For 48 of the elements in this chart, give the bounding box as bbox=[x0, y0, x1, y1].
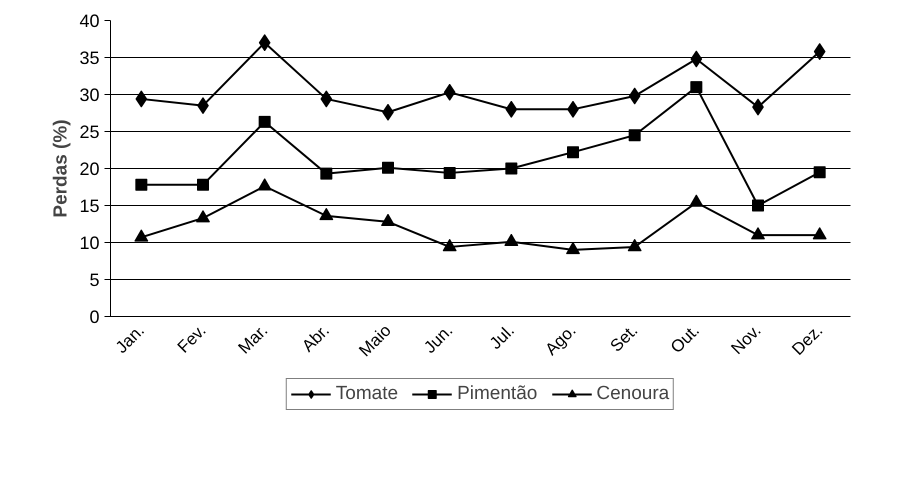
point bbox=[320, 168, 332, 180]
y-tick-label: 25 bbox=[79, 122, 100, 142]
point bbox=[319, 208, 334, 220]
point bbox=[567, 146, 579, 158]
point bbox=[628, 129, 641, 142]
point bbox=[258, 178, 272, 191]
point bbox=[505, 162, 518, 174]
point bbox=[381, 214, 395, 226]
y-tick-label: 35 bbox=[79, 48, 100, 68]
legend-label: Cenoura bbox=[596, 383, 670, 405]
x-tick-label: Abr. bbox=[298, 320, 334, 356]
x-tick-label: Ago. bbox=[542, 320, 580, 359]
point bbox=[689, 194, 704, 207]
y-tick-label: 10 bbox=[79, 233, 100, 253]
point bbox=[566, 242, 580, 254]
y-tick-label: 0 bbox=[89, 307, 100, 327]
legend-label: Pimentão bbox=[457, 383, 538, 405]
point bbox=[444, 166, 456, 179]
point bbox=[134, 229, 148, 242]
y-tick-label: 5 bbox=[89, 270, 100, 290]
point bbox=[135, 178, 148, 191]
x-tick-label: Set. bbox=[606, 320, 642, 356]
point bbox=[752, 200, 764, 212]
point bbox=[258, 116, 271, 128]
point bbox=[690, 81, 702, 94]
y-tick-label: 20 bbox=[79, 159, 100, 179]
y-axis-title: Perdas (%) bbox=[50, 119, 72, 218]
x-tick-label: Fev. bbox=[174, 320, 210, 357]
x-tick-label: Nov. bbox=[727, 320, 765, 358]
point bbox=[814, 166, 826, 178]
x-tick-label: Out. bbox=[666, 320, 704, 357]
point bbox=[442, 238, 457, 252]
point bbox=[504, 234, 518, 246]
y-tick-label: 30 bbox=[79, 85, 100, 105]
x-tick-label: Jan. bbox=[112, 320, 148, 357]
point bbox=[197, 178, 209, 191]
point bbox=[382, 162, 394, 174]
y-tick-label: 40 bbox=[79, 11, 100, 31]
point bbox=[196, 210, 210, 222]
x-tick-label: Jun. bbox=[420, 320, 456, 357]
x-tick-label: Jul. bbox=[486, 320, 518, 353]
y-tick-label: 15 bbox=[79, 196, 100, 216]
legend-label: Tomate bbox=[336, 383, 398, 405]
x-tick-label: Mar. bbox=[234, 320, 272, 358]
point bbox=[751, 227, 765, 240]
point bbox=[628, 238, 642, 252]
x-tick-label: Dez. bbox=[788, 320, 826, 359]
point bbox=[812, 227, 827, 240]
